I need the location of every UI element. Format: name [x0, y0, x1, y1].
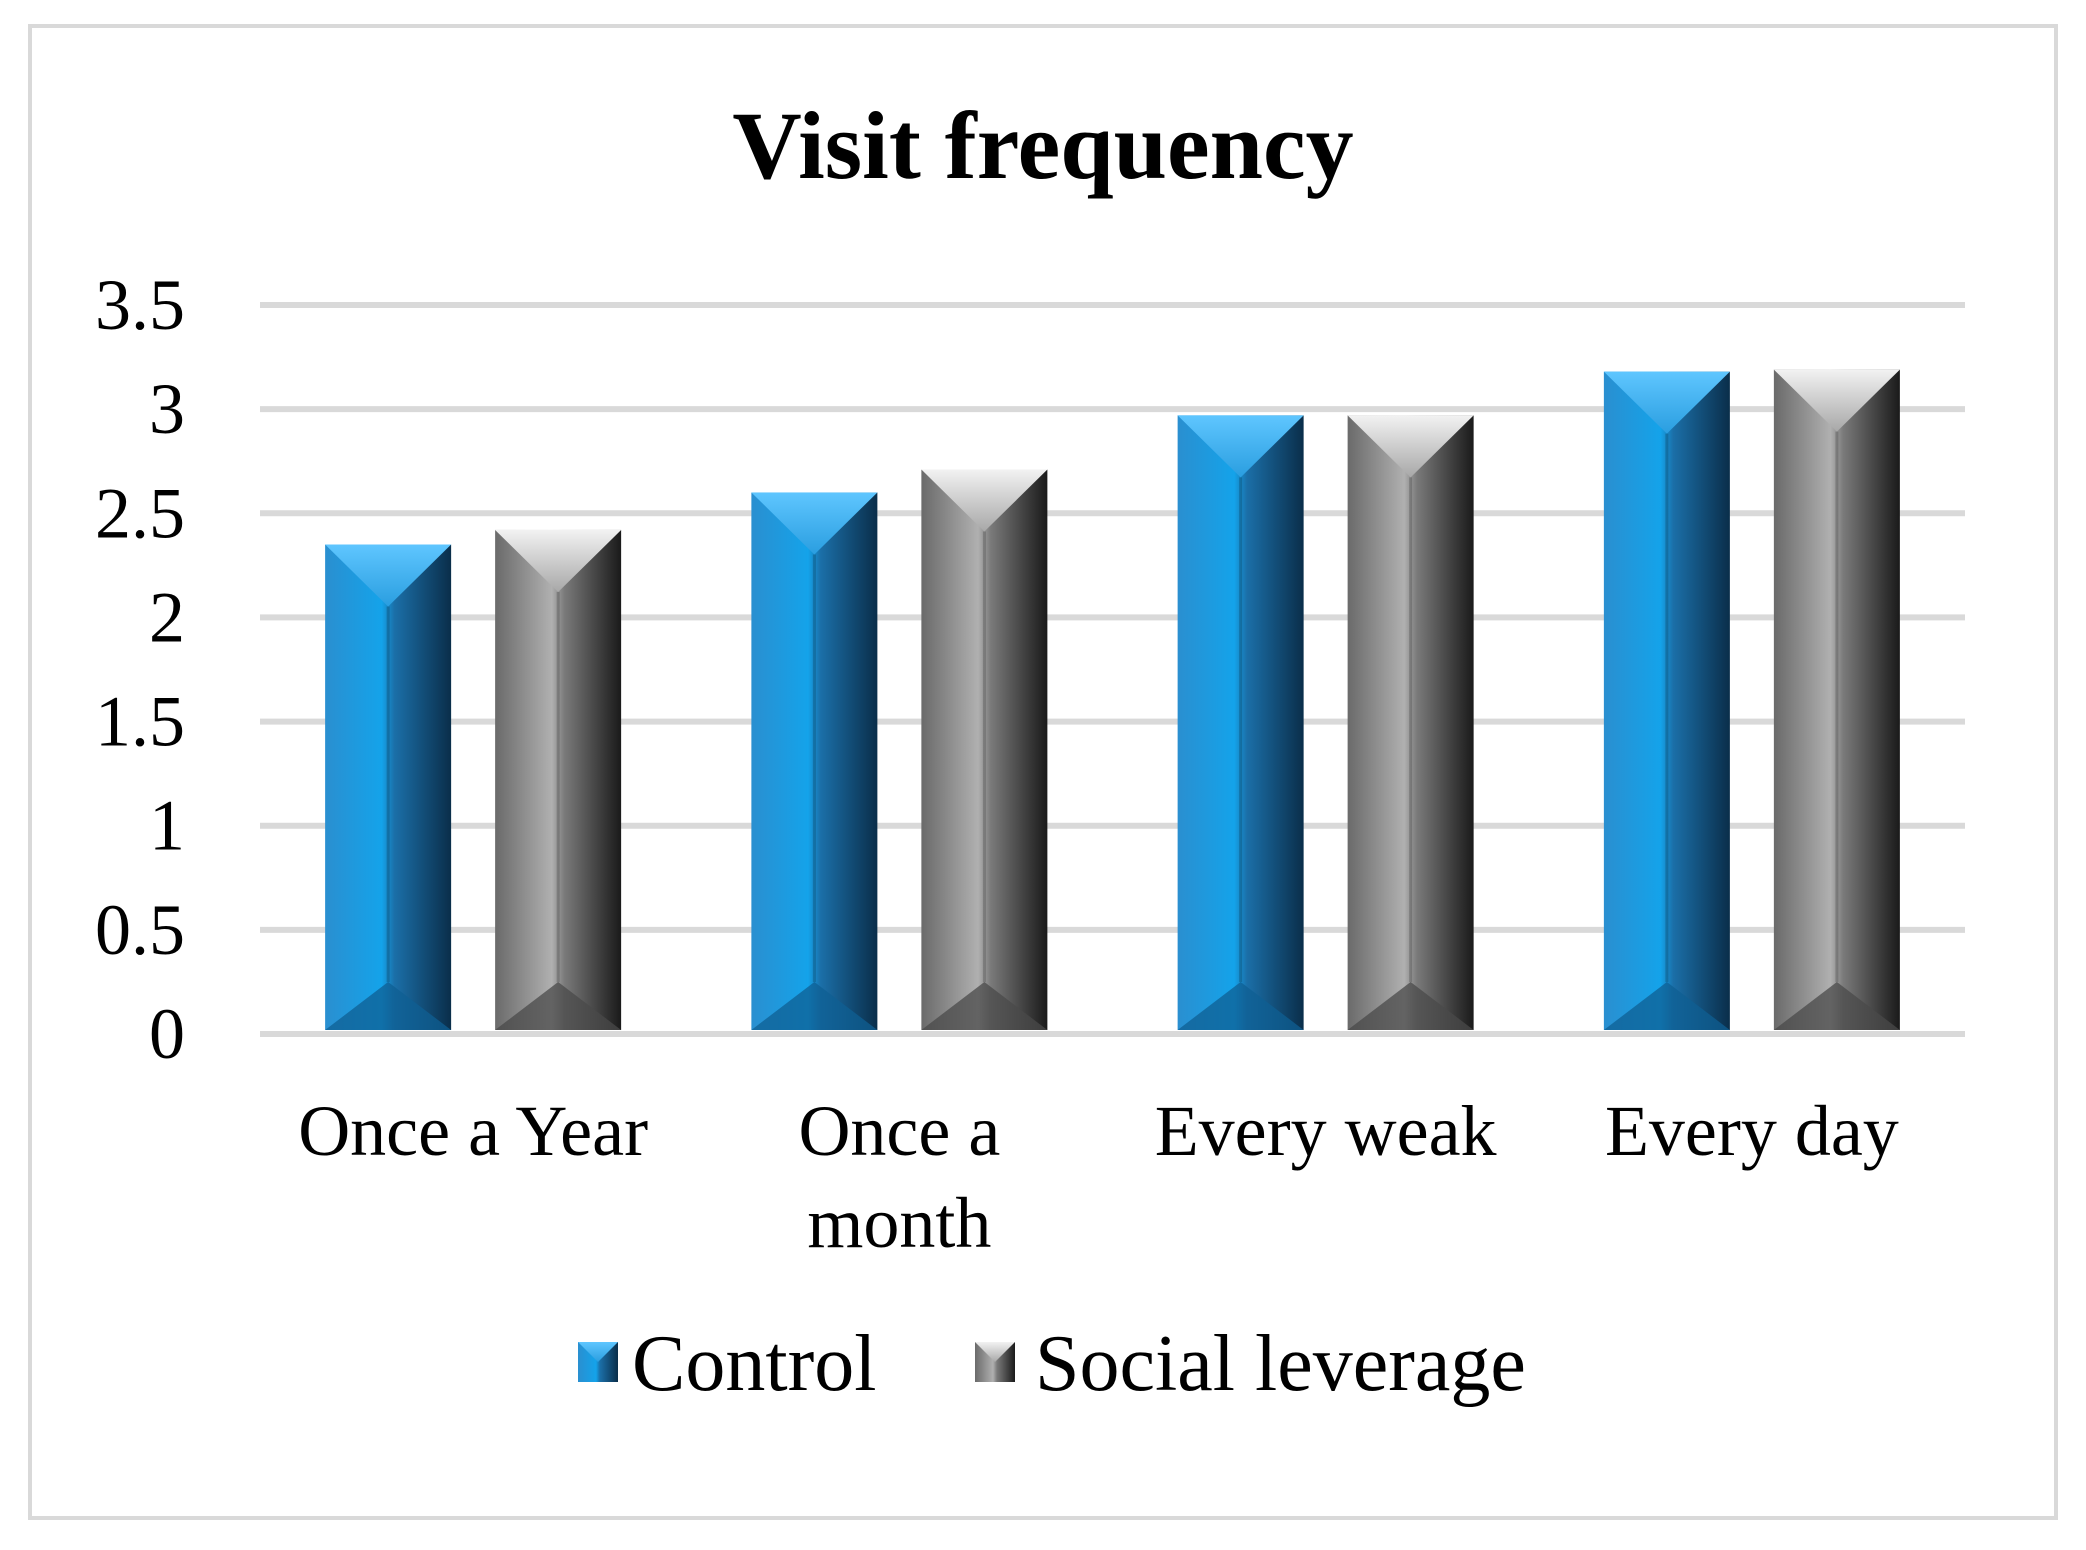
legend-label: Control: [632, 1320, 876, 1408]
y-tick-label: 1: [149, 786, 185, 866]
legend-swatch-bevel: [578, 1342, 618, 1362]
bar-face: [1347, 415, 1474, 1030]
legend-item-social-leverage: Social leverage: [975, 1320, 1526, 1408]
legend-swatch-bevel: [975, 1342, 1015, 1362]
bar-social-leverage: [921, 469, 1048, 1030]
bar-social-leverage: [1773, 369, 1900, 1030]
bar-face: [495, 529, 622, 1030]
bar-top-bevel: [1773, 369, 1900, 432]
bar-bottom-bevel: [495, 982, 622, 1030]
x-tick-label: Once a month: [798, 1091, 1000, 1263]
bar-face: [1773, 369, 1900, 1030]
y-axis-ticks: 0 0.5 1 1.5 2 2.5 3 3.5: [95, 265, 185, 1074]
bar-control: [751, 492, 878, 1030]
y-tick-label: 2.5: [95, 473, 185, 553]
y-tick-label: 1.5: [95, 682, 185, 762]
bar-social-leverage: [495, 529, 622, 1030]
bar-face: [1603, 371, 1730, 1030]
bar-bottom-bevel: [1603, 982, 1730, 1030]
bar-top-bevel: [325, 544, 452, 607]
bar-face: [921, 469, 1048, 1030]
y-tick-label: 3: [149, 369, 185, 449]
y-tick-label: 0: [149, 994, 185, 1074]
chart-title: Visit frequency: [732, 92, 1353, 199]
bar-social-leverage: [1347, 415, 1474, 1030]
x-axis-labels: Once a Year Once a month Every weak Every da…: [298, 1091, 1899, 1263]
bar-face: [1177, 415, 1304, 1030]
x-tick-label: Every weak: [1155, 1091, 1497, 1171]
bar-control: [1177, 415, 1304, 1030]
x-tick-label: Every day: [1605, 1091, 1899, 1171]
bar-top-bevel: [495, 529, 622, 592]
bar-face: [325, 544, 452, 1030]
bar-face: [751, 492, 878, 1030]
bar-bottom-bevel: [1177, 982, 1304, 1030]
y-tick-label: 0.5: [95, 890, 185, 970]
bars: [325, 369, 1900, 1030]
bar-top-bevel: [751, 492, 878, 555]
bar-top-bevel: [1347, 415, 1474, 478]
bar-control: [325, 544, 452, 1030]
bar-top-bevel: [921, 469, 1048, 532]
legend: Control Social leverage: [578, 1320, 1526, 1408]
legend-label: Social leverage: [1035, 1320, 1526, 1408]
bar-bottom-bevel: [921, 982, 1048, 1030]
bar-bottom-bevel: [325, 982, 452, 1030]
bar-bottom-bevel: [751, 982, 878, 1030]
bar-bottom-bevel: [1347, 982, 1474, 1030]
bar-bottom-bevel: [1773, 982, 1900, 1030]
bar-control: [1603, 371, 1730, 1030]
y-tick-label: 3.5: [95, 265, 185, 345]
bar-top-bevel: [1603, 371, 1730, 434]
legend-item-control: Control: [578, 1320, 876, 1408]
x-tick-label: Once a Year: [298, 1091, 648, 1171]
y-tick-label: 2: [149, 577, 185, 657]
bar-top-bevel: [1177, 415, 1304, 478]
